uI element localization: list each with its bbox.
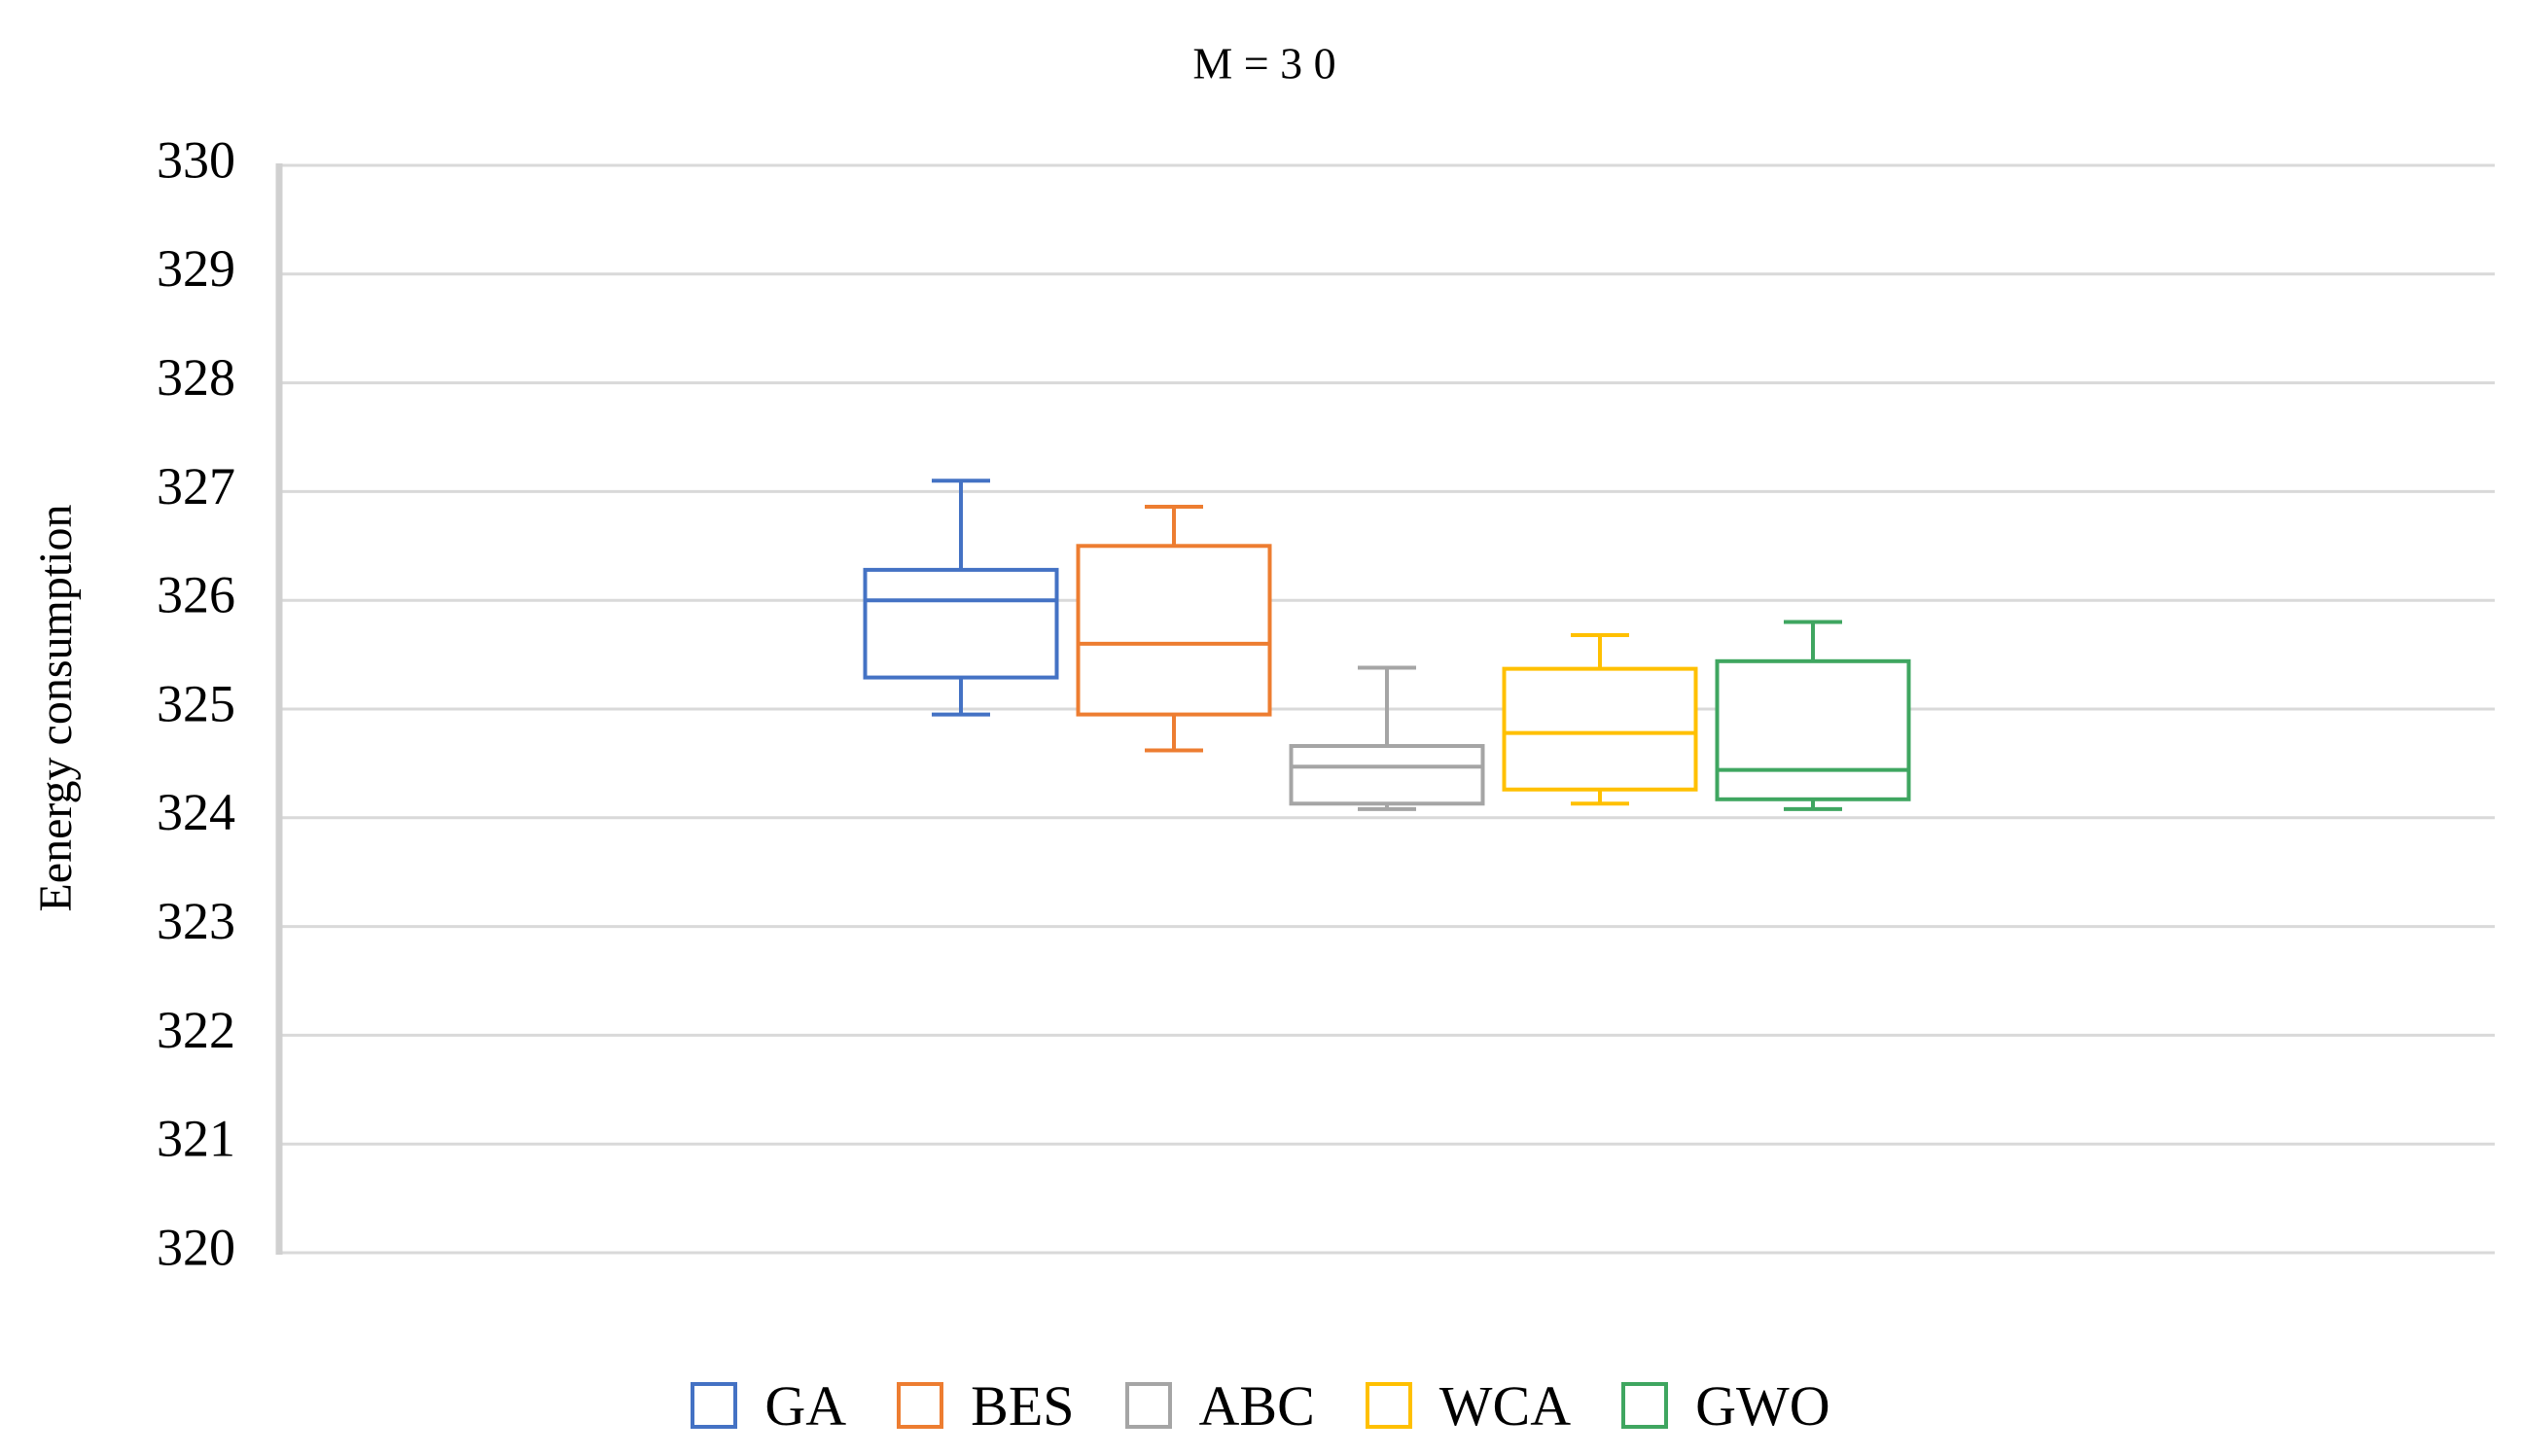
legend-swatch bbox=[897, 1382, 944, 1429]
y-tick-label: 322 bbox=[157, 1001, 235, 1059]
y-tick-label: 325 bbox=[157, 674, 235, 732]
chart-title: M = 3 0 bbox=[1192, 39, 1335, 89]
legend-label: GA bbox=[764, 1373, 847, 1438]
y-tick-label: 321 bbox=[157, 1110, 235, 1168]
legend-item: BES bbox=[897, 1373, 1075, 1438]
upper-whisker bbox=[1145, 505, 1203, 547]
y-tick-label: 330 bbox=[157, 130, 235, 189]
box bbox=[1076, 544, 1272, 717]
box bbox=[1715, 658, 1911, 801]
legend-item: GA bbox=[691, 1373, 846, 1438]
legend-item: WCA bbox=[1365, 1373, 1572, 1438]
legend-swatch bbox=[691, 1382, 738, 1429]
legend-label: WCA bbox=[1438, 1373, 1572, 1438]
y-tick-label: 327 bbox=[157, 457, 235, 515]
legend-item: GWO bbox=[1621, 1373, 1830, 1438]
y-tick-label: 328 bbox=[157, 348, 235, 407]
y-tick-label: 320 bbox=[157, 1218, 235, 1276]
box bbox=[863, 567, 1059, 680]
lower-whisker bbox=[1571, 789, 1629, 806]
y-tick-label: 324 bbox=[157, 783, 235, 841]
y-axis-label: Eenergy consumption bbox=[30, 504, 82, 911]
box bbox=[1502, 666, 1698, 792]
upper-whisker bbox=[932, 479, 990, 570]
box bbox=[1289, 744, 1485, 806]
y-tick-label: 323 bbox=[157, 892, 235, 950]
lower-whisker bbox=[1145, 714, 1203, 753]
legend-swatch bbox=[1124, 1382, 1172, 1429]
upper-whisker bbox=[1784, 620, 1842, 661]
legend-swatch bbox=[1621, 1382, 1669, 1429]
legend-label: BES bbox=[971, 1373, 1075, 1438]
legend-label: ABC bbox=[1198, 1373, 1315, 1438]
legend-item: ABC bbox=[1124, 1373, 1315, 1438]
legend-label: GWO bbox=[1695, 1373, 1830, 1438]
upper-whisker bbox=[1571, 632, 1629, 669]
legend: GA BES ABC WCA GWO bbox=[0, 1367, 2521, 1444]
upper-whisker bbox=[1358, 665, 1416, 747]
legend-swatch bbox=[1365, 1382, 1412, 1429]
lower-whisker bbox=[932, 677, 990, 717]
y-tick-label: 329 bbox=[157, 239, 235, 298]
y-tick-label: 326 bbox=[157, 566, 235, 624]
